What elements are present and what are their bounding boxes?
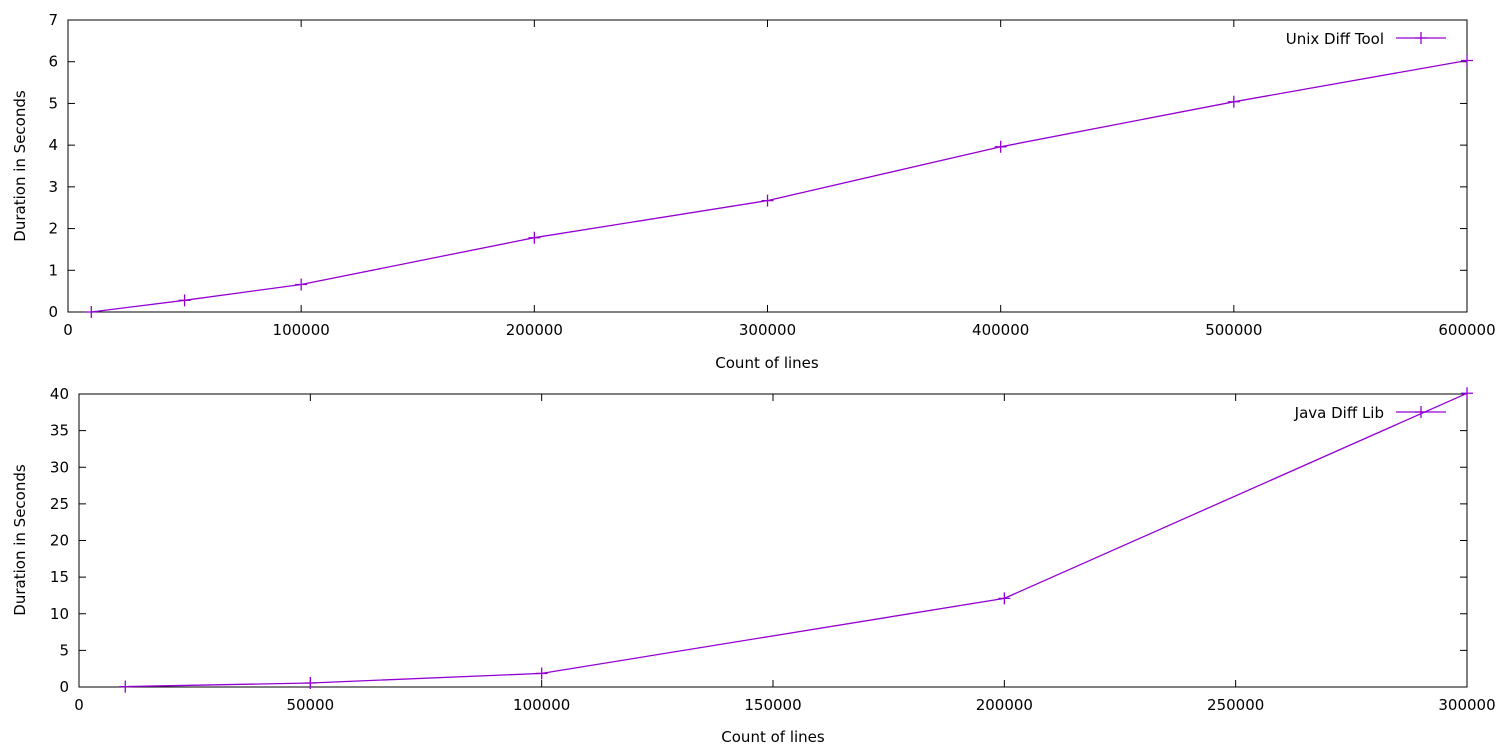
data-point xyxy=(1461,54,1473,67)
x-tick-label: 0 xyxy=(74,696,84,714)
legend-label: Java Diff Lib xyxy=(1294,404,1384,422)
data-point xyxy=(304,676,317,689)
series-layer xyxy=(119,387,1473,693)
x-tick-label: 50000 xyxy=(286,696,334,714)
y-tick-label: 15 xyxy=(50,568,69,586)
data-point xyxy=(1461,387,1473,400)
x-tick-label: 150000 xyxy=(744,696,801,714)
x-tick-labels: 0 50000 100000 150000 200000 250000 300000 xyxy=(74,696,1495,714)
y-tick-label: 0 xyxy=(59,678,69,696)
y-tick-label: 30 xyxy=(50,458,69,476)
y-tick-labels: 0 5 10 15 20 25 30 35 40 xyxy=(50,385,69,696)
y-tick-label: 20 xyxy=(50,532,69,550)
legend: Unix Diff Tool xyxy=(1286,30,1446,48)
x-axis-label: Count of lines xyxy=(721,728,825,746)
y-tick-label: 40 xyxy=(50,385,69,403)
y-tick-label: 25 xyxy=(50,495,69,513)
data-point xyxy=(178,294,191,307)
plot-frame xyxy=(78,393,1468,688)
x-tick-label: 250000 xyxy=(1207,696,1264,714)
y-tick-label: 6 xyxy=(48,53,58,71)
x-tick-label: 0 xyxy=(63,321,73,339)
series-line xyxy=(125,392,1468,688)
x-tick-label: 100000 xyxy=(273,321,330,339)
axis-ticks xyxy=(67,19,1468,313)
x-axis-label: Count of lines xyxy=(715,354,819,372)
x-tick-labels: 0 100000 200000 300000 400000 500000 600000 xyxy=(63,321,1495,339)
y-axis-label: Duration in Seconds xyxy=(11,464,29,616)
y-tick-labels: 0 1 2 3 4 5 6 7 xyxy=(48,11,58,321)
legend: Java Diff Lib xyxy=(1294,404,1446,422)
chart-java-diff-lib: 0 50000 100000 150000 200000 250000 300000 0 5 1… xyxy=(11,385,1496,746)
y-axis-label: Duration in Seconds xyxy=(11,90,29,242)
y-tick-label: 1 xyxy=(48,261,58,279)
x-tick-label: 100000 xyxy=(513,696,570,714)
y-tick-label: 4 xyxy=(48,136,58,154)
data-point xyxy=(295,278,308,291)
data-point xyxy=(85,306,98,318)
legend-marker xyxy=(1415,406,1427,418)
axis-ticks xyxy=(78,393,1468,688)
series-line xyxy=(91,59,1468,313)
y-tick-label: 3 xyxy=(48,178,58,196)
data-point xyxy=(761,194,774,207)
legend-marker xyxy=(1415,32,1427,44)
data-point xyxy=(528,231,541,244)
legend-sample xyxy=(1396,406,1446,418)
x-tick-label: 200000 xyxy=(506,321,563,339)
y-tick-label: 35 xyxy=(50,422,69,440)
y-tick-label: 5 xyxy=(48,94,58,112)
data-point xyxy=(1227,95,1240,108)
data-point xyxy=(119,680,132,693)
y-tick-label: 0 xyxy=(48,303,58,321)
y-tick-label: 10 xyxy=(50,605,69,623)
data-point xyxy=(994,140,1007,153)
x-tick-label: 300000 xyxy=(739,321,796,339)
plot-frame xyxy=(67,19,1468,313)
legend-label: Unix Diff Tool xyxy=(1286,30,1384,48)
x-tick-label: 400000 xyxy=(972,321,1029,339)
y-tick-label: 5 xyxy=(59,641,69,659)
x-tick-label: 200000 xyxy=(976,696,1033,714)
legend-sample xyxy=(1396,32,1446,44)
series-layer xyxy=(85,54,1473,318)
x-tick-label: 500000 xyxy=(1205,321,1262,339)
chart-unix-diff-tool: 0 100000 200000 300000 400000 500000 600000 0 1… xyxy=(11,11,1496,372)
data-point xyxy=(998,592,1011,605)
x-tick-label: 300000 xyxy=(1438,696,1495,714)
y-tick-label: 2 xyxy=(48,220,58,238)
x-tick-label: 600000 xyxy=(1438,321,1495,339)
data-point xyxy=(535,667,548,680)
y-tick-label: 7 xyxy=(48,11,58,29)
